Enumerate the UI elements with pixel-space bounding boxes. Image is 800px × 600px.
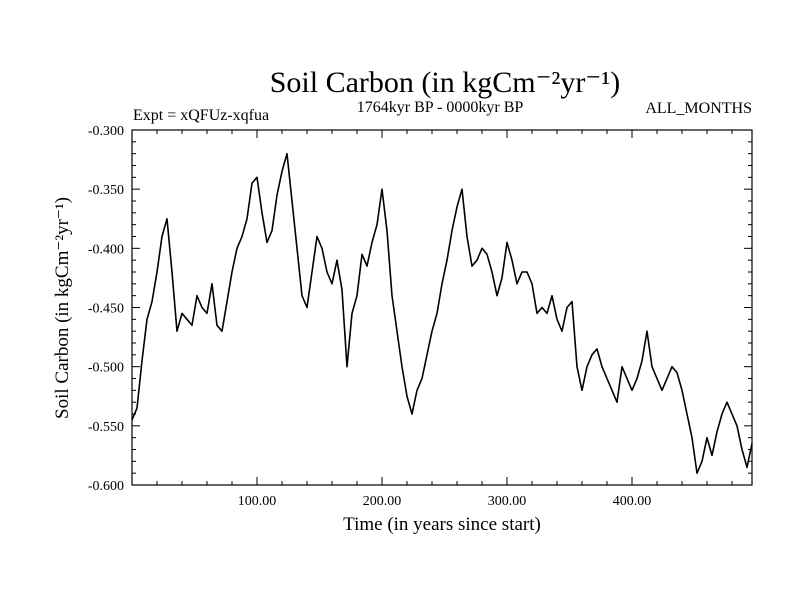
y-tick-label: -0.600 (88, 479, 124, 494)
y-axis-label: Soil Carbon (in kgCm⁻²yr⁻¹) (52, 197, 73, 419)
y-tick-label: -0.450 (88, 302, 124, 317)
y-tick-label: -0.400 (88, 242, 124, 257)
ticks (132, 129, 752, 486)
tick-labels: -0.300 -0.350 -0.400 -0.450 -0.500 -0.550 -0.6… (88, 124, 651, 509)
x-axis-label: Time (in years since start) (343, 514, 541, 535)
x-tick-label: 100.00 (238, 494, 277, 509)
y-tick-label: -0.500 (88, 361, 124, 376)
months-label: ALL_MONTHS (645, 100, 752, 117)
y-tick-label: -0.350 (88, 183, 124, 198)
x-tick-label: 200.00 (363, 494, 402, 509)
y-tick-label: -0.550 (88, 420, 124, 435)
x-tick-label: 400.00 (613, 494, 652, 509)
series-group (131, 152, 753, 475)
time-range-label: 1764kyr BP - 0000kyr BP (357, 99, 524, 116)
x-tick-label: 300.00 (488, 494, 527, 509)
plot-area (131, 129, 753, 486)
experiment-label: Expt = xQFUz-xqfua (133, 107, 269, 124)
chart-title: Soil Carbon (in kgCm⁻²yr⁻¹) (270, 66, 620, 99)
soil-carbon-series-line (131, 152, 753, 475)
plot-frame (131, 129, 753, 486)
y-tick-label: -0.300 (88, 124, 124, 139)
